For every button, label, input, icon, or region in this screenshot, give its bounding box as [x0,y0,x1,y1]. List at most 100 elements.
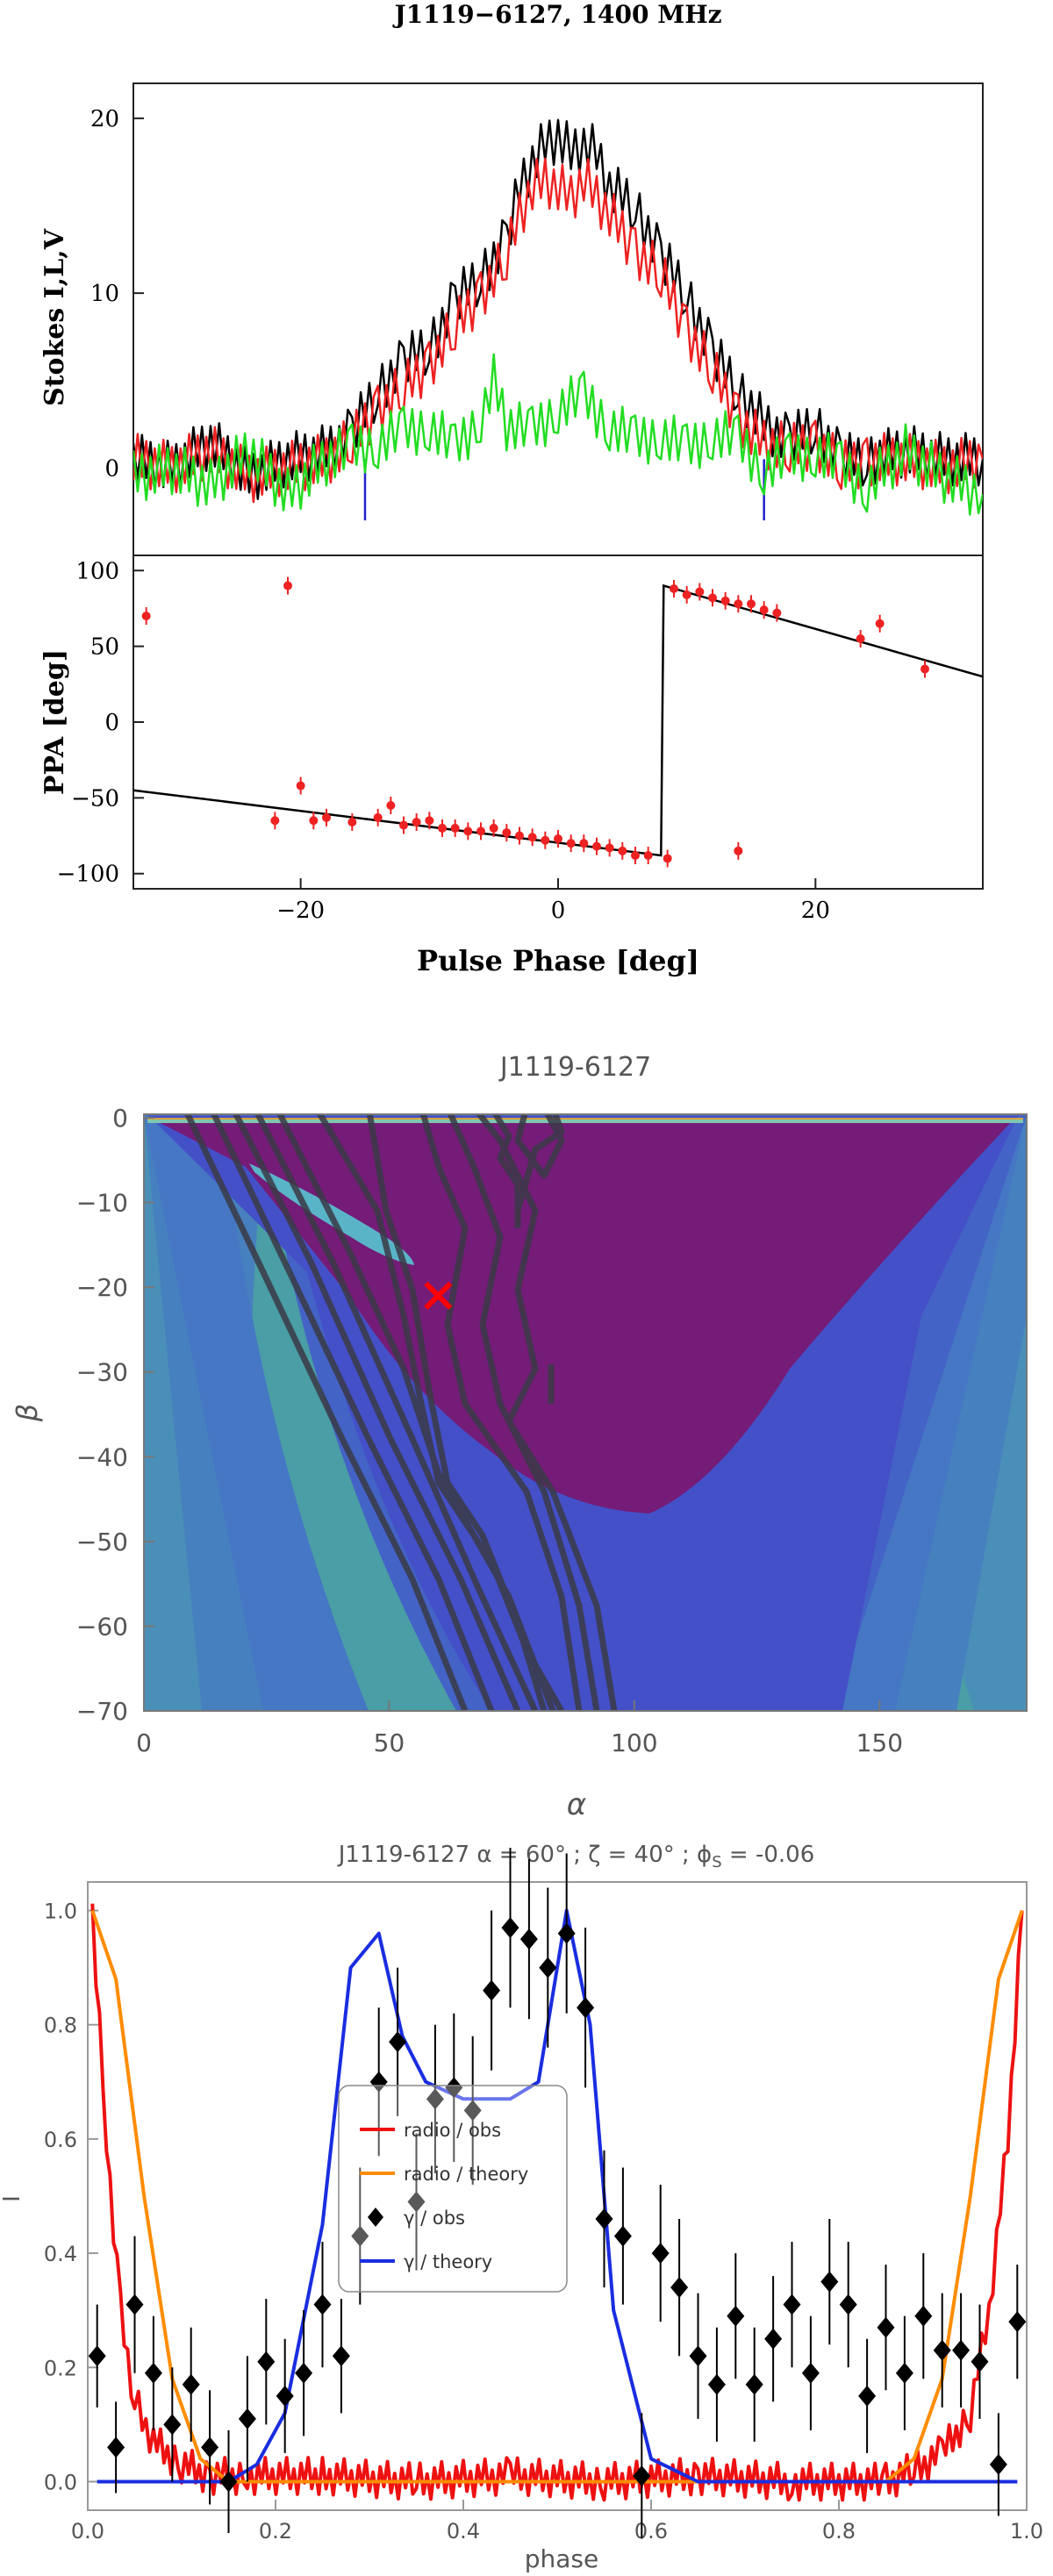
gamma-obs-point-20 [463,2036,482,2185]
ppa-point-marker [386,801,396,810]
contour-12 [514,1114,565,1212]
ppa-point-marker [734,846,743,855]
ppa-point-marker [541,835,550,845]
legend-item-3: γ / theory [360,2251,492,2272]
ppa-point-marker [670,584,678,593]
ppa-point-marker [720,596,730,605]
gamma-obs-point-49 [1008,2265,1027,2379]
ppa-point-11 [425,812,434,830]
lightcurve-ticks: 0.0 0.2 0.4 0.6 0.8 1.0 0.0 0.2 0.4 0.6 0.8 1.0 [44,1900,1043,2544]
gamma-obs-marker [257,2351,276,2372]
contour-4 [254,1114,539,1711]
ppa-point-marker [605,843,614,853]
stokes-y-axis-label: Stokes I,L,V [39,228,70,406]
ppa-point-6 [347,813,357,831]
gamma-obs-marker [88,2345,106,2367]
ppa-point-21 [554,830,562,848]
lightcurve-frame [87,1881,1028,2511]
gamma-obs-point-38 [801,2315,820,2430]
ppa-point-42 [920,660,929,678]
heatmap-y-tick-label-5: −50 [76,1528,128,1556]
heatmap-contours [183,1114,618,1711]
gamma-obs-point-9 [257,2299,276,2425]
gamma-obs-marker [144,2362,162,2384]
gamma-obs-point-16 [389,1967,407,2116]
ppa-point-39 [734,841,743,860]
gamma-obs-point-19 [445,2013,463,2162]
ppa-point-marker [618,846,627,855]
ppa-point-marker [643,851,653,860]
legend-label-1: radio / theory [404,2164,528,2185]
ppa-point-marker [450,823,460,833]
gamma-obs-point-33 [707,2327,726,2442]
gamma-obs-marker [539,1957,557,1979]
ppa-point-5 [322,808,331,826]
ppa-point-24 [592,837,601,855]
ppa-point-marker [579,839,589,848]
ppa-point-37 [759,601,769,619]
ppa-point-marker [347,818,357,826]
contour-7 [366,1114,548,1711]
lightcurve-y-tick-label-2: 0.4 [44,2242,77,2266]
lightcurve-title: J1119-6127 α = 60° ; ζ = 40° ; ϕS = -0.0… [337,1842,815,1871]
gamma-obs-point-39 [820,2219,839,2345]
gamma-obs-marker [501,1917,519,1939]
ppa-point-marker [425,816,434,826]
ppa-points [141,576,929,868]
gamma-obs-point-10 [276,2338,294,2453]
gamma-obs-marker [445,2077,463,2099]
gamma-obs-marker [971,2351,989,2372]
ppa-point-marker [663,854,672,863]
ppa-x-tick-label-2: 20 [801,898,830,924]
lightcurve-y-tick-label-5: 1.0 [44,1900,77,1924]
gamma-obs-marker [783,2293,801,2315]
gamma-obs-marker [313,2293,332,2315]
gamma-obs-point-26 [577,1928,595,2088]
legend-swatch-2 [368,2207,383,2227]
gamma-obs-marker [163,2414,182,2436]
gamma-obs-marker [125,2293,144,2315]
ppa-point-28 [643,847,653,864]
legend-box [338,2085,568,2293]
lightcurve-y-tick-label-1: 0.2 [44,2356,77,2380]
gamma-obs-marker [407,2191,426,2213]
contour-10 [475,1114,618,1711]
stokes-series [133,118,983,516]
gamma-obs-marker [519,1928,538,1950]
heatmap-marker-stroke-2 [424,1281,453,1310]
lightcurve-y-tick-label-4: 0.8 [44,2014,77,2038]
ppa-point-marker [270,816,280,826]
contour-8 [419,1114,583,1711]
gamma-obs-marker [989,2453,1007,2475]
gamma-obs-marker [483,1979,501,2001]
ppa-point-23 [579,834,589,853]
gamma-obs-point-21 [483,1910,501,2071]
ppa-chart: PPA [deg] Pulse Phase [deg] −100 −50 0 50 10… [39,555,984,977]
gamma-obs-point-35 [745,2327,763,2442]
contour-2 [210,1114,495,1711]
stokes-y-ticks: 0 10 20 [90,106,144,482]
ppa-point-marker [296,781,305,791]
gamma-obs-point-34 [727,2253,745,2379]
stokes-series-1 [133,157,983,504]
gamma-obs-point-32 [689,2293,707,2419]
ppa-point-26 [618,841,627,860]
ppa-point-36 [747,595,756,613]
ppa-point-marker [682,590,691,599]
ppa-point-marker [527,833,537,842]
contour-1 [183,1114,469,1711]
gamma-obs-marker [858,2385,877,2407]
ppa-point-marker [476,826,485,836]
ppa-point-29 [663,849,672,868]
lightcurve-series-0 [90,1903,1024,2502]
lightcurve-y-axis-label: I [0,2195,25,2202]
gamma-obs-point-11 [295,2310,313,2436]
ppa-y-tick-label-2: 0 [104,710,119,736]
gamma-obs-point-28 [613,2167,632,2305]
heatmap-chart: J1119-6127 [11,1052,1028,1822]
gamma-obs-point-0 [88,2304,106,2408]
ppa-point-33 [708,589,717,607]
heatmap-y-axis-label: β [11,1404,44,1422]
ppa-point-marker [373,812,383,822]
gamma-obs-point-1 [107,2401,125,2494]
